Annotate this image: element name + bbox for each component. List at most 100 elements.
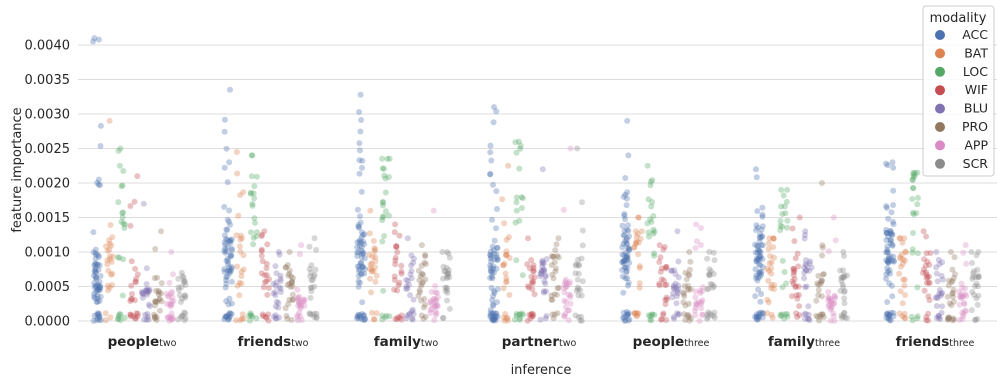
data-point: [771, 286, 777, 293]
data-point: [672, 271, 679, 277]
data-point: [403, 276, 410, 283]
data-point: [562, 283, 569, 290]
data-point: [530, 268, 537, 274]
data-point: [493, 310, 500, 317]
data-point: [396, 232, 403, 239]
data-point: [491, 104, 497, 111]
x-tick-labels: peopletwo friendstwo familytwo partnertwo pe…: [108, 334, 975, 350]
data-point: [282, 264, 289, 271]
data-point: [296, 293, 303, 300]
data-point: [272, 312, 279, 319]
grid-lines: [78, 44, 997, 322]
data-point: [752, 266, 759, 273]
data-point: [663, 264, 670, 271]
data-point: [131, 198, 138, 205]
data-point: [756, 311, 763, 318]
data-point: [164, 314, 171, 321]
y-tick-label: 0.0020: [25, 177, 71, 192]
data-point: [175, 284, 182, 291]
data-point: [358, 117, 365, 123]
data-point: [272, 289, 279, 295]
data-point: [361, 316, 368, 323]
data-point: [923, 233, 930, 240]
data-point: [896, 270, 903, 277]
data-point: [885, 233, 892, 240]
data-point: [130, 313, 137, 320]
data-point: [518, 310, 525, 317]
data-point: [503, 251, 510, 258]
data-point: [936, 314, 943, 321]
data-point: [938, 290, 945, 297]
data-point: [801, 311, 808, 318]
data-point: [541, 260, 547, 267]
data-point: [221, 203, 228, 210]
data-point: [224, 268, 231, 275]
data-point: [682, 269, 689, 276]
data-point: [754, 313, 760, 320]
data-point: [391, 277, 398, 283]
data-point: [145, 288, 152, 295]
data-point: [355, 222, 362, 229]
data-point: [884, 162, 891, 169]
data-point: [489, 312, 496, 319]
data-point: [403, 285, 410, 292]
data-point: [487, 255, 494, 262]
data-point: [839, 274, 846, 281]
data-point: [806, 260, 813, 267]
data-point: [121, 221, 128, 228]
data-point: [656, 242, 663, 249]
data-point: [708, 312, 715, 319]
data-point: [897, 235, 904, 242]
data-point: [155, 288, 162, 294]
data-point: [225, 301, 232, 308]
data-point: [225, 258, 232, 265]
data-point: [956, 316, 963, 323]
data-point: [250, 241, 257, 248]
data-point: [392, 261, 399, 268]
data-point: [258, 252, 265, 259]
data-point: [252, 219, 258, 226]
data-point: [645, 312, 652, 319]
data-point: [795, 283, 802, 290]
data-point: [513, 194, 520, 201]
data-point: [289, 283, 296, 290]
data-point: [838, 312, 845, 319]
data-point: [490, 316, 497, 323]
data-point: [289, 278, 295, 285]
data-point: [765, 277, 772, 284]
data-point: [539, 166, 546, 173]
data-point: [817, 311, 824, 318]
data-point: [889, 231, 896, 238]
data-point: [295, 298, 302, 305]
data-point: [885, 249, 891, 256]
data-point: [360, 238, 367, 245]
data-point: [697, 287, 703, 294]
data-point: [817, 313, 824, 320]
data-point: [548, 262, 555, 268]
data-point: [769, 314, 776, 321]
data-point: [90, 38, 97, 45]
data-point: [754, 208, 761, 215]
data-point: [139, 288, 146, 295]
data-point: [771, 254, 777, 261]
data-point: [650, 213, 657, 220]
data-point: [623, 308, 630, 315]
data-point: [974, 283, 981, 290]
data-point: [635, 251, 642, 258]
data-point: [890, 313, 897, 320]
data-point: [805, 303, 812, 310]
data-point: [158, 280, 165, 287]
data-point: [286, 249, 293, 255]
y-tick-label: 0.0025: [25, 142, 71, 157]
data-point: [692, 312, 699, 319]
data-point: [92, 255, 99, 262]
data-point: [311, 235, 318, 242]
data-point: [706, 266, 713, 273]
data-point: [884, 258, 891, 265]
data-point: [504, 314, 511, 321]
data-point: [131, 297, 138, 304]
data-point: [487, 268, 494, 275]
data-point: [379, 238, 386, 245]
data-point: [577, 317, 584, 324]
data-point: [179, 312, 186, 319]
